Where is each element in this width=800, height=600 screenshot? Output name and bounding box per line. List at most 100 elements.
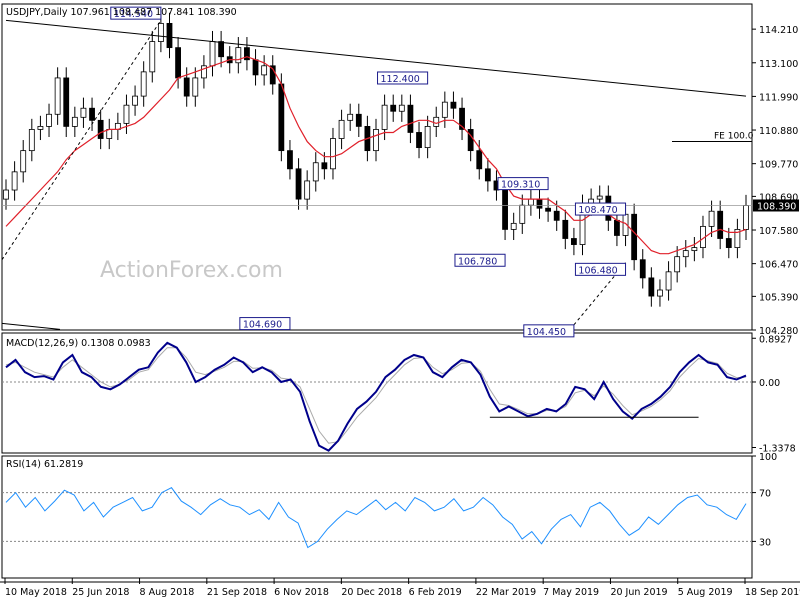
level-annotation-label: 104.690 xyxy=(243,320,282,331)
dashed-support-line xyxy=(1,20,162,260)
rsi-axis-tick-label: 30 xyxy=(759,537,771,548)
price-axis-tick-label: 108.690 xyxy=(759,192,798,203)
price-axis-tick-label: 111.990 xyxy=(759,92,798,103)
candle-body xyxy=(510,222,517,230)
candle-body xyxy=(192,77,199,97)
price-axis-tick-label: 104.280 xyxy=(759,326,798,337)
price-axis-tick-label: 109.770 xyxy=(759,160,798,171)
time-axis-label: 25 Jun 2018 xyxy=(72,587,129,598)
macd-axis-tick-label: 0.00 xyxy=(759,378,780,389)
level-annotation-box xyxy=(377,71,429,85)
candle-body xyxy=(321,162,328,170)
candle-body xyxy=(467,129,474,152)
candle-body xyxy=(639,259,646,279)
level-annotation-box xyxy=(574,262,627,276)
candle-body xyxy=(390,104,397,112)
candle-body xyxy=(97,119,104,139)
time-axis-label: 18 Sep 2019 xyxy=(745,587,800,598)
candle-body xyxy=(235,47,242,64)
candle-body xyxy=(244,47,250,61)
macd-panel-title: MACD(12,26,9) 0.1308 0.0983 xyxy=(6,338,151,349)
candle-body xyxy=(11,171,18,191)
candle-body xyxy=(20,150,27,173)
candle-body xyxy=(312,162,319,182)
level-annotation-box xyxy=(239,317,291,331)
level-annotation-label: 106.480 xyxy=(578,265,617,276)
candle-body xyxy=(106,129,113,139)
fe-100-label: FE 100.0 xyxy=(714,132,754,142)
macd-axis-tick-label: 0.8927 xyxy=(759,334,792,345)
candle-body xyxy=(708,210,715,227)
candle-body xyxy=(252,59,259,76)
candle-body xyxy=(519,204,526,224)
price-axis-tick-label: 113.100 xyxy=(759,59,798,70)
candle-body xyxy=(717,210,724,239)
candle-body xyxy=(278,83,285,152)
price-axis-tick-label: 106.470 xyxy=(759,260,798,271)
panel-frame-macd xyxy=(1,332,753,454)
candle-body xyxy=(80,107,87,118)
candle-body xyxy=(553,210,560,221)
level-annotation-label: 109.310 xyxy=(501,180,540,191)
candle-body xyxy=(175,47,181,79)
candle-body xyxy=(562,219,569,239)
candle-body xyxy=(502,189,508,230)
candle-body xyxy=(287,150,293,170)
candle-body xyxy=(416,132,422,149)
level-annotation-label: 106.780 xyxy=(458,256,497,267)
candle-body xyxy=(132,95,138,106)
candle-body xyxy=(123,104,130,124)
candle-body xyxy=(28,129,35,152)
candle-body xyxy=(450,101,457,109)
candle-body xyxy=(355,113,362,127)
time-axis-label: 22 Mar 2019 xyxy=(476,587,536,598)
candle-body xyxy=(657,289,663,297)
bottom-left-line xyxy=(1,322,61,330)
candle-body xyxy=(269,65,276,85)
candle-body xyxy=(149,41,156,73)
price-axis-tick-label: 114.210 xyxy=(759,25,798,36)
candle-body xyxy=(459,107,465,130)
level-annotation-box xyxy=(110,6,162,20)
candle-body xyxy=(476,150,483,170)
candle-body xyxy=(536,198,543,209)
panel-frame-price xyxy=(1,3,753,331)
candle-body xyxy=(398,104,405,112)
time-axis-label: 21 Sep 2018 xyxy=(207,587,267,598)
macd-line xyxy=(5,341,747,452)
candle-body xyxy=(261,65,268,76)
candle-body xyxy=(545,207,551,212)
candle-body xyxy=(295,168,302,200)
candle-body xyxy=(63,77,70,127)
level-annotation-label: 108.470 xyxy=(578,205,617,216)
candle-body xyxy=(433,116,440,127)
watermark-text: ActionForex.com xyxy=(100,258,283,283)
time-axis-label: 7 May 2019 xyxy=(543,587,599,598)
macd-signal-line xyxy=(5,347,747,444)
candle-body xyxy=(54,77,61,115)
price-axis-tick-label: 107.580 xyxy=(759,226,798,237)
candle-body xyxy=(571,238,577,245)
candle-body xyxy=(484,168,491,182)
price-panel-title: USDJPY,Daily 107.961 108.487 107.841 108… xyxy=(6,7,237,18)
candle-body xyxy=(734,229,741,248)
candle-body xyxy=(441,101,448,118)
candle-body xyxy=(648,277,655,297)
macd-axis-tick-label: -1.3378 xyxy=(759,444,796,455)
panel-frame-rsi xyxy=(1,455,753,579)
candle-body xyxy=(596,195,603,200)
candle-body xyxy=(424,126,431,149)
candle-body xyxy=(631,213,638,261)
candle-body xyxy=(89,107,95,121)
candle-body xyxy=(691,247,698,252)
time-axis-label: 20 Dec 2018 xyxy=(341,587,402,598)
candle-body xyxy=(3,189,9,200)
time-axis-label: 8 Aug 2018 xyxy=(140,587,195,598)
candle-body xyxy=(407,104,414,133)
time-axis-label: 6 Nov 2018 xyxy=(274,587,329,598)
candle-body xyxy=(209,41,216,67)
candle-body xyxy=(743,205,749,230)
level-annotation-label: 112.400 xyxy=(381,74,420,85)
candle-body xyxy=(218,41,225,58)
